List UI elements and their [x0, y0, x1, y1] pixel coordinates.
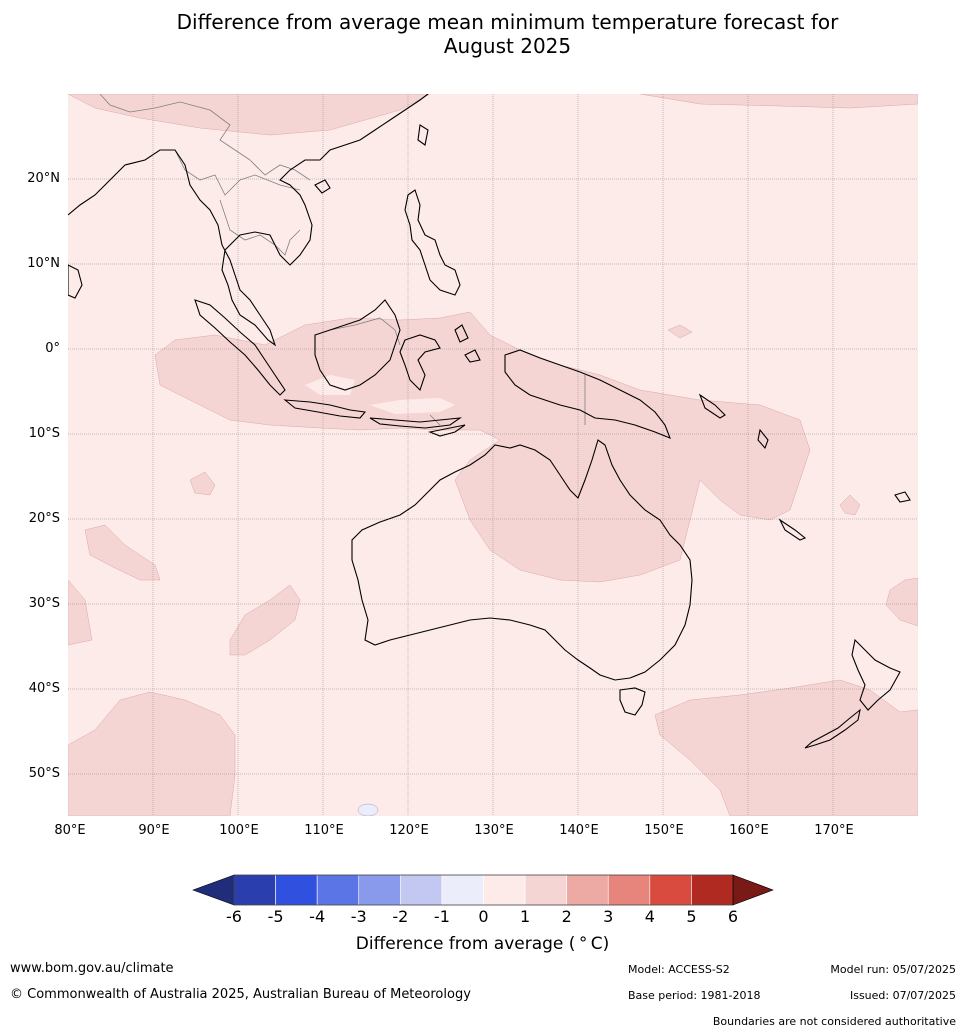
coast-halmahera	[454, 324, 469, 343]
colorbar-segment	[358, 874, 401, 906]
chart-title: Difference from average mean minimum tem…	[0, 10, 965, 58]
coast-moluccas	[464, 349, 481, 363]
lat-label-50s: 50°S	[28, 766, 60, 781]
colorbar-segment	[649, 874, 692, 906]
colorbar-tick-label: -6	[226, 907, 242, 926]
colorbar-tick-label: -5	[267, 907, 284, 926]
anomaly-patch-small-e	[839, 494, 861, 516]
coast-timor	[428, 424, 466, 437]
colorbar-extend-low	[192, 874, 235, 906]
anomaly-patch-south-west	[68, 691, 236, 816]
anomaly-patch-west	[84, 524, 161, 581]
footer-copyright: © Commonwealth of Australia 2025, Austra…	[10, 987, 471, 1002]
colorbar-segment	[607, 874, 651, 906]
lat-label-20s: 20°S	[28, 511, 60, 526]
colorbar-segment	[316, 874, 360, 906]
anomaly-cold-speck	[357, 803, 379, 816]
colorbar-segment	[566, 874, 609, 906]
lat-label-30s: 30°S	[28, 596, 60, 611]
colorbar-outline	[233, 874, 734, 906]
coast-fiji	[894, 491, 911, 503]
colorbar	[192, 874, 774, 906]
lat-label-0: 0°	[45, 341, 60, 356]
title-line-1: Difference from average mean minimum tem…	[176, 10, 839, 34]
coast-sri-lanka	[68, 264, 83, 299]
lon-label-170e: 170°E	[814, 823, 854, 838]
colorbar-segment	[483, 874, 526, 906]
colorbar-label: Difference from average ( ° C)	[355, 934, 610, 954]
footer-model: Model: ACCESS-S2	[628, 963, 730, 976]
anomaly-patch-northeast	[639, 94, 918, 109]
colorbar-extend-high	[732, 874, 774, 906]
anomaly-patch-small-sw	[189, 471, 216, 496]
coast-nz-south	[804, 708, 861, 749]
colorbar-segment	[400, 874, 443, 906]
footer-disclaimer: Boundaries are not considered authoritat…	[712, 1015, 956, 1028]
anomaly-patch-east	[885, 577, 918, 627]
country-borders	[99, 94, 586, 426]
coast-taiwan	[417, 124, 429, 146]
colorbar-segment	[233, 874, 276, 906]
coastlines	[68, 94, 911, 749]
colorbar-tick-label: -3	[350, 907, 367, 926]
coast-nusa-tenggara	[369, 417, 463, 429]
lon-label-160e: 160°E	[729, 823, 769, 838]
lon-label-130e: 130°E	[474, 823, 514, 838]
colorbar-segment	[524, 874, 567, 906]
lon-label-140e: 140°E	[559, 823, 599, 838]
coast-australia	[351, 439, 693, 681]
title-line-2: August 2025	[443, 34, 572, 58]
lon-label-100e: 100°E	[219, 823, 259, 838]
coast-borneo	[314, 299, 401, 391]
lon-label-150e: 150°E	[644, 823, 684, 838]
lon-label-110e: 110°E	[304, 823, 344, 838]
colorbar-tick-label: -2	[392, 907, 409, 926]
colorbar-tick-label: 2	[561, 907, 572, 926]
lat-label-40s: 40°S	[28, 681, 60, 696]
coast-tasmania	[619, 687, 646, 716]
lon-label-80e: 80°E	[54, 823, 86, 838]
footer-base-period: Base period: 1981-2018	[628, 989, 761, 1002]
footer-website[interactable]: www.bom.gov.au/climate	[10, 961, 174, 976]
footer-issued: Issued: 07/07/2025	[849, 989, 956, 1002]
colorbar-segment	[275, 874, 318, 906]
colorbar-tick-label: 5	[686, 907, 697, 926]
lon-label-90e: 90°E	[138, 823, 170, 838]
lat-label-20n: 20°N	[27, 171, 60, 186]
anomaly-patch-southwest	[229, 584, 301, 656]
anomaly-contours	[68, 94, 918, 816]
anomaly-pocket-2	[370, 398, 455, 414]
coast-vanuatu	[757, 428, 769, 450]
colorbar-tick-label: 6	[727, 907, 739, 926]
colorbar-tick-label: -1	[433, 907, 450, 926]
coast-asia	[68, 94, 429, 347]
coast-sulawesi	[399, 334, 441, 392]
anomaly-patch-tasman	[654, 679, 918, 816]
colorbar-tick-label: -4	[309, 907, 326, 926]
coast-new-caledonia	[778, 518, 807, 541]
footer-model-run: Model run: 05/07/2025	[830, 963, 956, 976]
colorbar-segment	[691, 874, 734, 906]
colorbar-tick-label: 1	[519, 907, 531, 926]
colorbar-tick-label: 4	[644, 907, 655, 926]
coast-solomon	[698, 393, 726, 419]
anomaly-patch-far-west	[68, 579, 93, 646]
coast-sumatra	[194, 299, 286, 396]
grid-lines	[68, 94, 918, 816]
lat-label-10n: 10°N	[27, 256, 60, 271]
colorbar-tick-label: 3	[603, 907, 614, 926]
coast-philippines	[404, 189, 461, 296]
coast-java	[283, 399, 367, 419]
anomaly-patch-small-pacific	[667, 324, 693, 339]
coast-nz-north	[851, 638, 901, 711]
coast-hainan	[314, 179, 331, 194]
colorbar-tick-label: 0	[478, 907, 489, 926]
coast-new-guinea	[504, 349, 671, 439]
colorbar-segment	[441, 874, 484, 906]
lat-label-10s: 10°S	[28, 426, 60, 441]
lon-label-120e: 120°E	[389, 823, 429, 838]
